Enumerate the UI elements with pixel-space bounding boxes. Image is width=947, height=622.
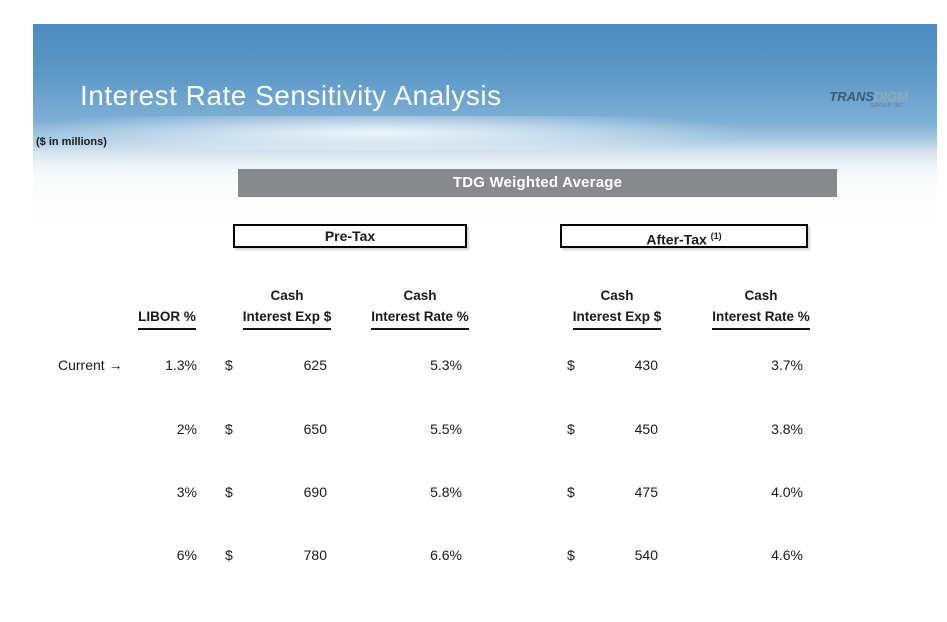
units-note: ($ in millions) (36, 136, 107, 148)
currency-symbol: $ (567, 357, 575, 373)
currency-symbol: $ (225, 484, 233, 500)
currency-symbol: $ (225, 421, 233, 437)
current-marker: Current → (58, 357, 123, 373)
pretax-exp-value: 690 (303, 484, 327, 500)
currency-symbol: $ (225, 357, 233, 373)
header-sky-band (33, 24, 937, 230)
logo-subtext: GROUP INC. (870, 103, 906, 109)
aftertax-exp-value: 540 (634, 547, 658, 563)
aftertax-exp-value: 430 (634, 357, 658, 373)
pretax-exp-value: 625 (303, 357, 327, 373)
libor-header-text: LIBOR % (138, 306, 196, 330)
logo-text-light: DIGM (874, 89, 908, 104)
aftertax-exp-value: 475 (634, 484, 658, 500)
libor-value: 3% (176, 484, 197, 500)
table-row: Current → 1.3% $ 625 5.3% $ 430 3.7% (0, 356, 947, 374)
logo-text-bold: TRANS (829, 89, 875, 104)
table-row: 3% $ 690 5.8% $ 475 4.0% (0, 483, 947, 501)
aftertax-rate-line1: Cash (744, 288, 778, 303)
currency-symbol: $ (567, 484, 575, 500)
column-header-aftertax-exp: Cash Interest Exp $ (547, 285, 687, 330)
pretax-rate-value: 5.5% (430, 421, 462, 437)
column-header-aftertax-rate: Cash Interest Rate % (686, 285, 836, 330)
libor-value: 6% (176, 547, 197, 563)
column-header-libor: LIBOR % (107, 306, 227, 330)
pretax-rate-value: 6.6% (430, 547, 462, 563)
pretax-exp-value: 780 (303, 547, 327, 563)
libor-value: 2% (176, 421, 197, 437)
transdigm-logo: TRANSDIGM GROUP INC. (828, 90, 908, 109)
pretax-label: Pre-Tax (324, 228, 376, 244)
aftertax-footnote-ref: (1) (710, 231, 722, 241)
pretax-rate-line2: Interest Rate % (371, 306, 469, 330)
libor-value: 1.3% (165, 357, 197, 373)
column-header-pretax-rate: Cash Interest Rate % (345, 285, 495, 330)
aftertax-rate-value: 3.7% (771, 357, 803, 373)
pretax-rate-value: 5.3% (430, 357, 462, 373)
banner-tdg-weighted-average: TDG Weighted Average (238, 169, 837, 197)
table-row: 6% $ 780 6.6% $ 540 4.6% (0, 546, 947, 564)
aftertax-rate-value: 4.6% (771, 547, 803, 563)
aftertax-rate-line2: Interest Rate % (712, 306, 810, 330)
group-header-aftertax: After-Tax (1) (560, 224, 808, 248)
aftertax-exp-line1: Cash (600, 288, 634, 303)
pretax-exp-value: 650 (303, 421, 327, 437)
aftertax-rate-value: 4.0% (771, 484, 803, 500)
currency-symbol: $ (225, 547, 233, 563)
pretax-rate-line1: Cash (403, 288, 437, 303)
table-row: 2% $ 650 5.5% $ 450 3.8% (0, 420, 947, 438)
currency-symbol: $ (567, 421, 575, 437)
logo-wordmark: TRANSDIGM (828, 90, 908, 103)
aftertax-rate-value: 3.8% (771, 421, 803, 437)
pretax-exp-line1: Cash (270, 288, 304, 303)
pretax-exp-line2: Interest Exp $ (242, 306, 332, 330)
aftertax-exp-line2: Interest Exp $ (572, 306, 662, 330)
currency-symbol: $ (567, 547, 575, 563)
group-header-pretax: Pre-Tax (233, 224, 467, 248)
aftertax-exp-value: 450 (634, 421, 658, 437)
pretax-rate-value: 5.8% (430, 484, 462, 500)
column-header-pretax-exp: Cash Interest Exp $ (217, 285, 357, 330)
aftertax-label: After-Tax (646, 231, 707, 248)
page-title: Interest Rate Sensitivity Analysis (80, 80, 502, 111)
cloud-streak (33, 116, 937, 150)
